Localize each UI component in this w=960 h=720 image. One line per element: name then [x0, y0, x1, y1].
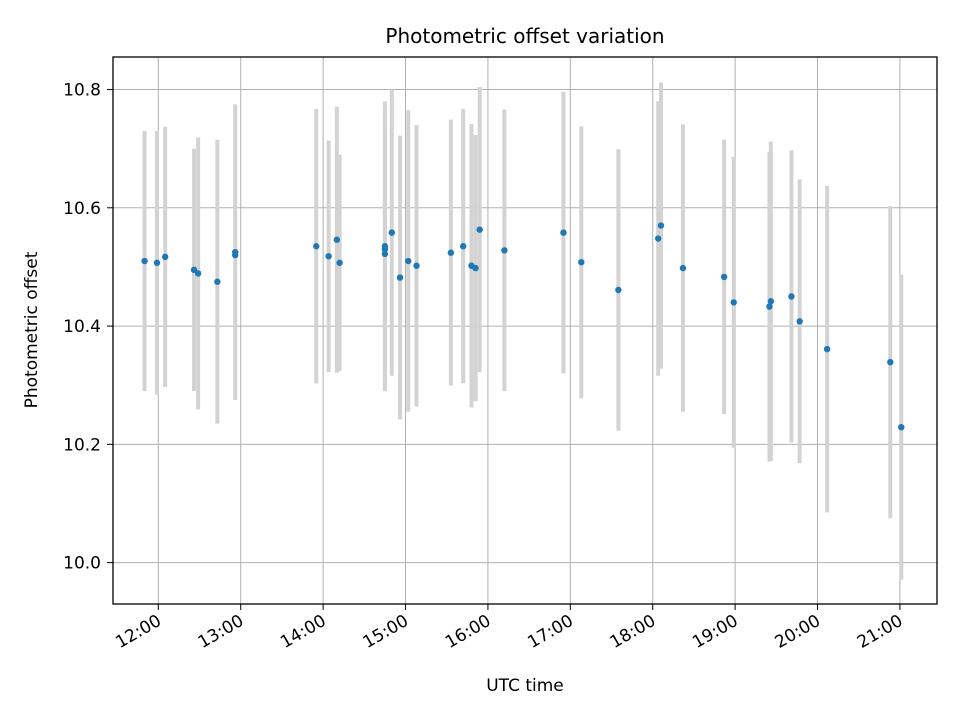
- data-point: [381, 245, 389, 253]
- data-point: [823, 345, 831, 353]
- y-tick-label: 10.2: [63, 435, 101, 455]
- y-tick-label: 10.6: [63, 199, 101, 219]
- data-point: [161, 253, 169, 261]
- data-point: [615, 286, 622, 294]
- plot-frame: [112, 56, 938, 605]
- data-point: [396, 274, 404, 281]
- y-axis-ticks: 10.0 10.2 10.4 10.6 10.8: [63, 81, 113, 574]
- data-point: [472, 264, 479, 272]
- y-tick-label: 10.4: [63, 317, 101, 337]
- y-tick-label: 10.0: [63, 554, 101, 574]
- data-point: [447, 249, 455, 256]
- data-point: [141, 257, 148, 265]
- data-point: [560, 229, 567, 236]
- data-point: [405, 257, 412, 265]
- data-point: [788, 293, 795, 300]
- data-point: [325, 253, 332, 260]
- y-axis-title: Photometric offset: [22, 251, 42, 408]
- data-point: [679, 264, 687, 272]
- data-point: [388, 229, 395, 236]
- data-point: [655, 235, 662, 242]
- chart-title: Photometric offset variation: [385, 24, 664, 48]
- data-point: [766, 303, 773, 310]
- data-point: [232, 251, 239, 259]
- data-point: [336, 259, 343, 266]
- data-point: [796, 318, 803, 325]
- y-tick-label: 10.8: [63, 81, 101, 101]
- data-point: [333, 236, 341, 243]
- data-point: [153, 259, 161, 266]
- data-point: [720, 273, 728, 281]
- data-point: [194, 270, 202, 277]
- data-point: [476, 226, 483, 233]
- x-axis-title: UTC time: [486, 676, 564, 696]
- data-point: [657, 222, 665, 229]
- data-point: [214, 278, 221, 285]
- data-point: [887, 358, 894, 366]
- data-point: [767, 298, 775, 305]
- data-point: [460, 243, 467, 250]
- data-points: [141, 222, 905, 431]
- data-point: [313, 243, 320, 250]
- data-point: [898, 423, 905, 431]
- data-point: [413, 262, 420, 269]
- data-point: [501, 247, 508, 254]
- data-point: [578, 258, 585, 266]
- data-point: [730, 299, 737, 306]
- data-point: [381, 250, 389, 258]
